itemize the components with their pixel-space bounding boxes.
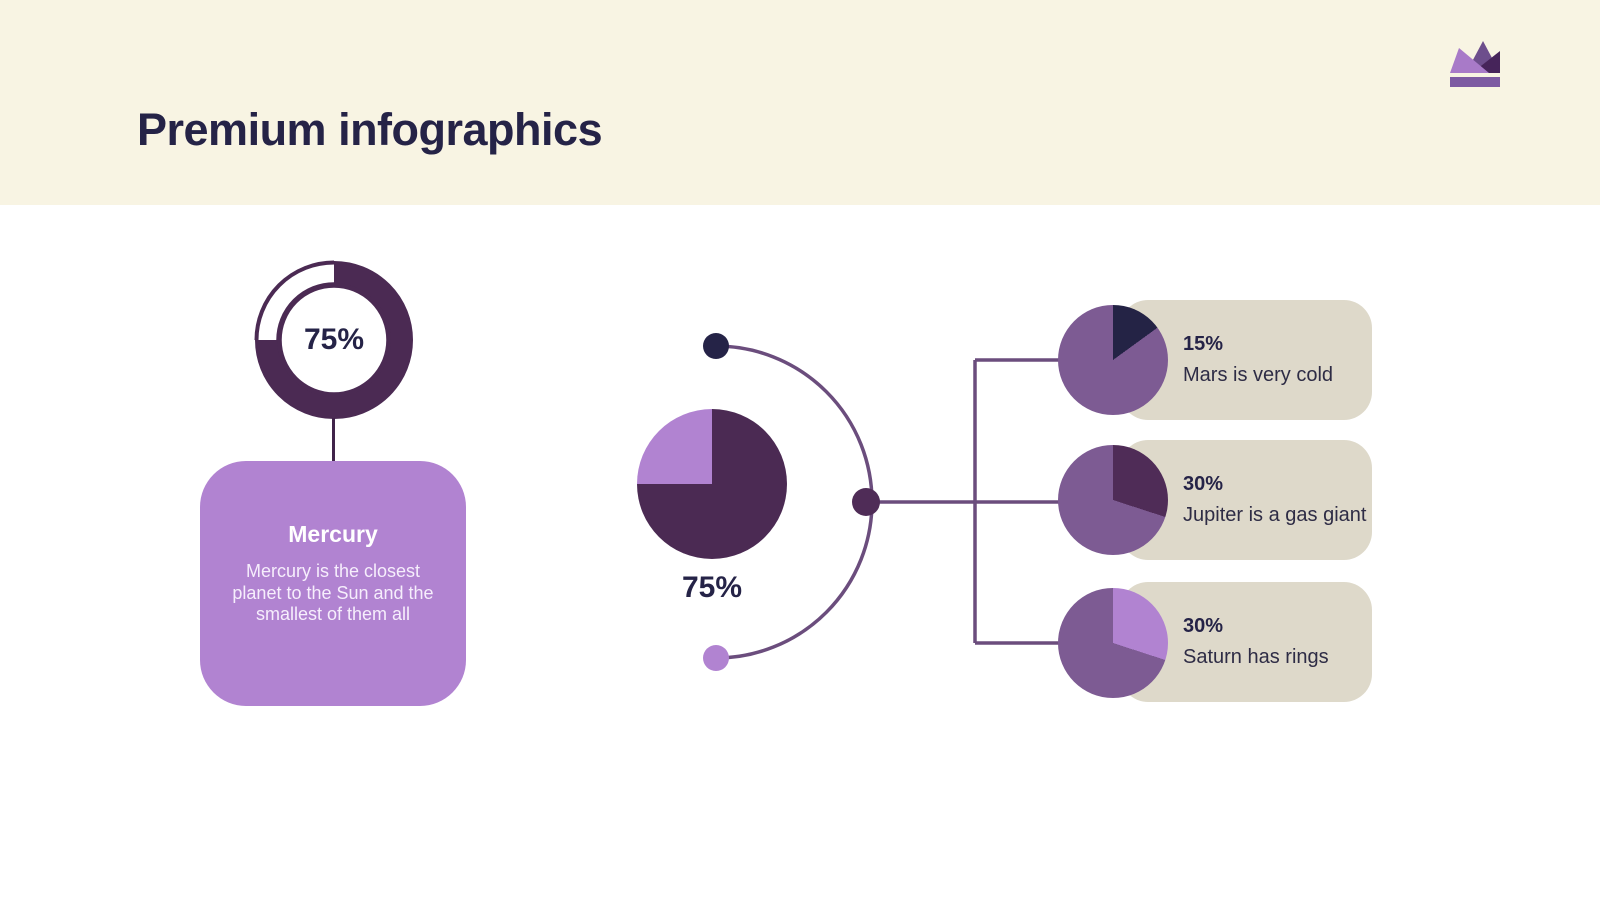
arc-start-dot bbox=[703, 333, 729, 359]
saturn-label: Saturn has rings bbox=[1183, 646, 1329, 668]
mercury-title: Mercury bbox=[288, 521, 378, 547]
jupiter-pie-chart bbox=[1058, 445, 1168, 555]
mercury-card: Mercury Mercury is the closest planet to… bbox=[200, 461, 466, 706]
crown-icon bbox=[1450, 41, 1500, 87]
mars-text-block: 15% Mars is very cold bbox=[1183, 300, 1373, 420]
jupiter-label: Jupiter is a gas giant bbox=[1183, 504, 1367, 526]
jupiter-text-block: 30% Jupiter is a gas giant bbox=[1183, 440, 1373, 560]
header-band bbox=[0, 0, 1600, 205]
donut-rings bbox=[254, 260, 413, 419]
saturn-pie-chart bbox=[1058, 588, 1168, 698]
arc-end-dot bbox=[703, 645, 729, 671]
mars-pie-chart bbox=[1058, 305, 1168, 415]
saturn-percent: 30% bbox=[1183, 615, 1224, 637]
center-pie-percent-label: 75% bbox=[681, 571, 743, 604]
donut-percent-label: 75% bbox=[303, 323, 365, 356]
mercury-description: Mercury is the closest planet to the Sun… bbox=[232, 561, 434, 625]
mars-percent: 15% bbox=[1183, 333, 1224, 355]
mars-label: Mars is very cold bbox=[1183, 364, 1334, 386]
donut-chart: 75% bbox=[224, 230, 444, 450]
saturn-text-block: 30% Saturn has rings bbox=[1183, 582, 1373, 702]
connector-stem bbox=[332, 418, 335, 463]
arc-mid-dot bbox=[852, 488, 880, 516]
jupiter-percent: 30% bbox=[1183, 473, 1224, 495]
center-pie-chart bbox=[637, 409, 787, 559]
page-title: Premium infographics bbox=[137, 104, 603, 155]
